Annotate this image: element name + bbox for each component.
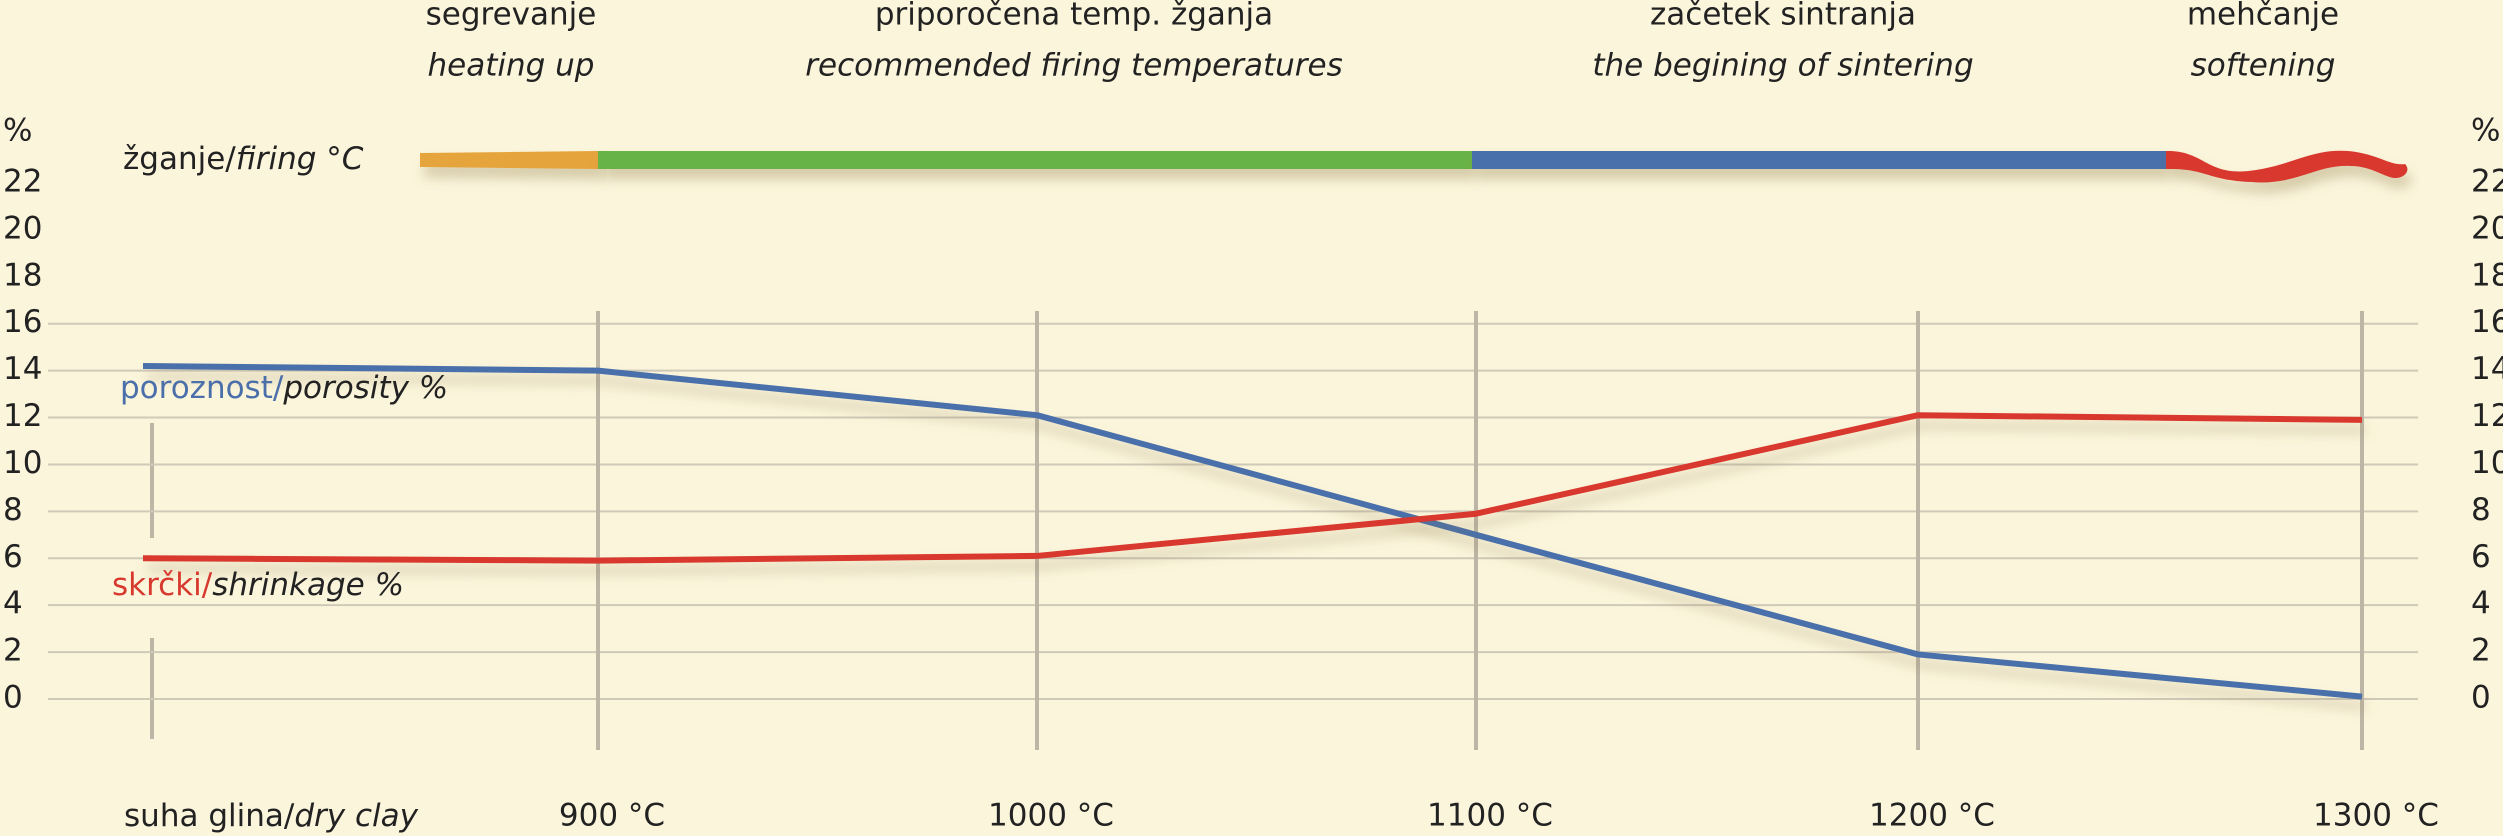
x-tick-label: 1300 °C (2313, 798, 2439, 834)
y-tick-label: 12 (2471, 398, 2503, 434)
phase-label-en: recommended firing temperatures (805, 48, 1342, 84)
firing-label: žganje/firing °C (123, 141, 364, 177)
y-tick-label: 22 (2471, 164, 2503, 200)
series-line (142, 362, 2363, 700)
y-tick-label: 8 (2471, 492, 2491, 528)
y-tick-label: 22 (3, 164, 42, 200)
y-tick-label: 4 (3, 586, 23, 622)
phase-label: mehčanje (2187, 0, 2339, 33)
y-tick-label: 14 (3, 351, 42, 387)
phase-bar (1472, 151, 2166, 169)
legend-label: poroznost/porosity % (120, 370, 448, 406)
series-line (142, 412, 2363, 564)
phase-label-en: the begining of sintering (1592, 48, 1973, 84)
y-axis-label-right: % (2471, 113, 2500, 149)
y-tick-label: 2 (3, 633, 23, 669)
phase-label-en: heating up (428, 48, 595, 84)
y-tick-label: 20 (2471, 210, 2503, 246)
x-tick-label: 1200 °C (1869, 798, 1995, 834)
y-tick-label: 20 (3, 210, 42, 246)
phase-label-en: softening (2191, 48, 2336, 84)
phase-label: začetek sintranja (1650, 0, 1916, 33)
y-tick-label: 6 (2471, 539, 2491, 575)
legend-label: skrčki/shrinkage % (112, 567, 404, 603)
y-tick-label: 18 (2471, 257, 2503, 293)
phase-bar (598, 151, 1472, 169)
phase-bar (2166, 150, 2408, 183)
phase-label: segrevanje (426, 0, 597, 33)
y-tick-label: 10 (3, 445, 42, 481)
x-tick-label: suha glina/dry clay (124, 798, 419, 834)
y-tick-label: 0 (2471, 680, 2491, 716)
y-tick-label: 10 (2471, 445, 2503, 481)
y-tick-label: 4 (2471, 586, 2491, 622)
y-tick-label: 0 (3, 680, 23, 716)
y-tick-label: 6 (3, 539, 23, 575)
y-tick-label: 14 (2471, 351, 2503, 387)
y-tick-label: 8 (3, 492, 23, 528)
y-tick-label: 18 (3, 257, 42, 293)
x-tick-label: 900 °C (559, 798, 665, 834)
y-tick-label: 2 (2471, 633, 2491, 669)
phase-label: priporočena temp. žganja (875, 0, 1273, 33)
phase-bar (420, 151, 598, 169)
y-tick-label: 16 (2471, 304, 2503, 340)
x-tick-label: 1100 °C (1427, 798, 1553, 834)
y-tick-label: 12 (3, 398, 42, 434)
x-tick-label: 1000 °C (988, 798, 1114, 834)
y-axis-label-left: % (3, 113, 32, 149)
y-tick-label: 16 (3, 304, 42, 340)
